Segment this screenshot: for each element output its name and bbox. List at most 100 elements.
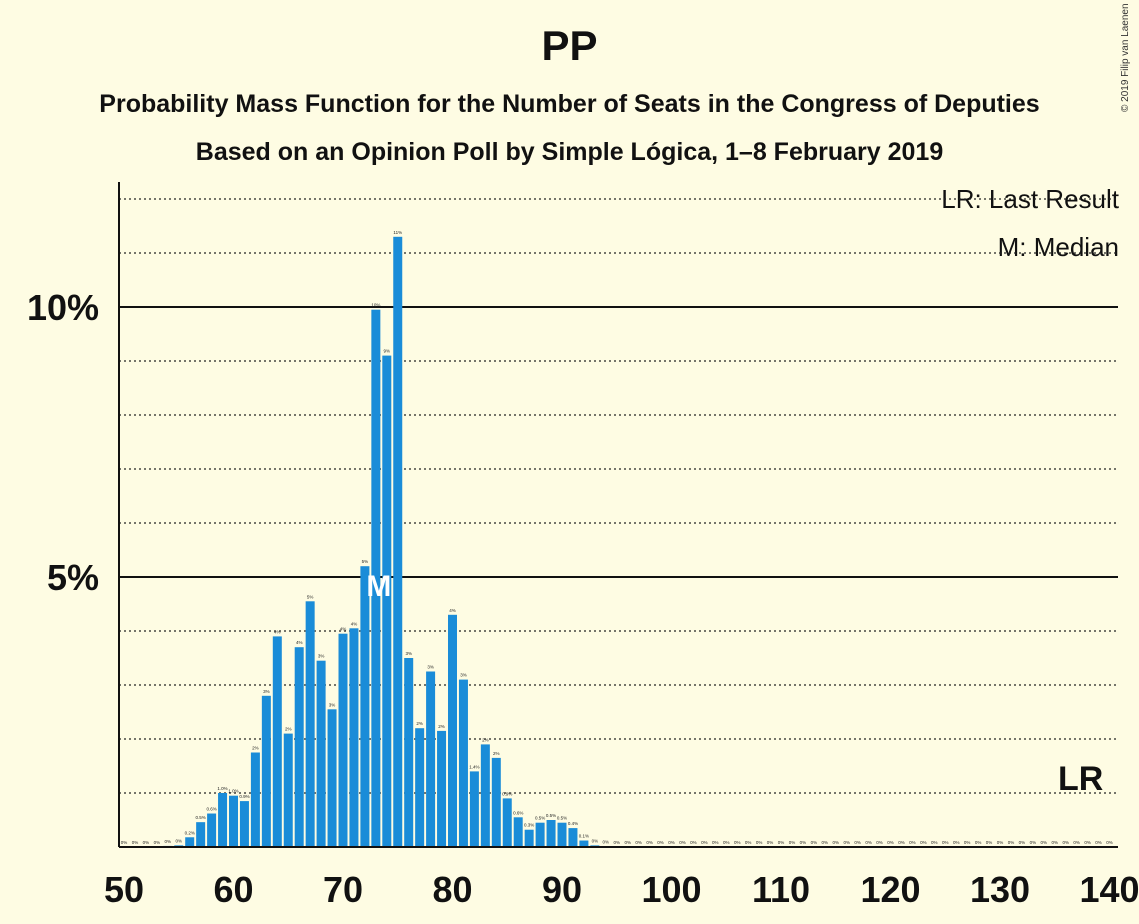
data-label-seat-120: 0% bbox=[887, 840, 894, 845]
data-label-seat-111: 0% bbox=[789, 840, 796, 845]
data-label-seat-95: 0% bbox=[613, 840, 620, 845]
data-label-seat-124: 0% bbox=[931, 840, 938, 845]
bar-seat-92 bbox=[579, 840, 589, 847]
data-label-seat-129: 0% bbox=[986, 840, 993, 845]
data-label-seat-123: 0% bbox=[920, 840, 927, 845]
data-label-seat-105: 0% bbox=[723, 840, 730, 845]
data-label-seat-93: 0% bbox=[592, 838, 599, 843]
data-label-seat-79: 2% bbox=[438, 724, 445, 729]
data-label-seat-122: 0% bbox=[909, 840, 916, 845]
data-label-seat-133: 0% bbox=[1030, 840, 1037, 845]
bar-seat-67 bbox=[305, 601, 315, 847]
data-label-seat-64: 4% bbox=[274, 629, 281, 634]
data-label-seat-77: 2% bbox=[416, 721, 423, 726]
bar-seat-79 bbox=[437, 730, 447, 847]
x-tick-label: 100 bbox=[641, 869, 701, 910]
data-label-seat-55: 0% bbox=[175, 838, 182, 843]
data-label-seat-109: 0% bbox=[767, 840, 774, 845]
data-label-seat-125: 0% bbox=[942, 840, 949, 845]
x-tick-label: 110 bbox=[752, 869, 810, 910]
data-label-seat-69: 3% bbox=[329, 702, 336, 707]
bar-seat-86 bbox=[513, 817, 523, 847]
data-label-seat-135: 0% bbox=[1051, 840, 1058, 845]
data-label-seat-65: 2% bbox=[285, 727, 292, 732]
data-label-seat-72: 5% bbox=[362, 559, 369, 564]
data-label-seat-63: 3% bbox=[263, 689, 270, 694]
data-label-seat-86: 0.6% bbox=[513, 810, 523, 815]
data-label-seat-58: 0.6% bbox=[206, 807, 216, 812]
bar-seat-66 bbox=[294, 647, 304, 847]
data-label-seat-119: 0% bbox=[876, 840, 883, 845]
data-label-seat-74: 9% bbox=[384, 349, 391, 354]
legend-median: M: Median bbox=[997, 232, 1119, 262]
bar-seat-72 bbox=[360, 566, 370, 847]
data-label-seat-100: 0% bbox=[668, 840, 675, 845]
data-label-seat-98: 0% bbox=[646, 840, 653, 845]
data-label-seat-78: 3% bbox=[427, 665, 434, 670]
data-label-seat-131: 0% bbox=[1008, 840, 1015, 845]
data-label-seat-137: 0% bbox=[1073, 840, 1080, 845]
bar-seat-61 bbox=[239, 801, 249, 847]
bar-seat-65 bbox=[283, 733, 293, 847]
data-label-seat-136: 0% bbox=[1062, 840, 1069, 845]
chart-subtitle-line1: Probability Mass Function for the Number… bbox=[99, 90, 1040, 118]
bar-seat-70 bbox=[338, 633, 348, 847]
bar-seat-68 bbox=[316, 660, 326, 847]
data-label-seat-112: 0% bbox=[800, 840, 807, 845]
bar-seat-82 bbox=[469, 771, 479, 847]
data-label-seat-110: 0% bbox=[778, 840, 785, 845]
data-label-seat-140: 0% bbox=[1106, 840, 1113, 845]
chart-title: PP bbox=[541, 22, 598, 69]
data-label-seat-118: 0% bbox=[865, 840, 872, 845]
data-label-seat-134: 0% bbox=[1041, 840, 1048, 845]
data-label-seat-91: 0.4% bbox=[568, 821, 578, 826]
bar-seat-76 bbox=[404, 658, 414, 847]
data-label-seat-87: 0.3% bbox=[524, 823, 534, 828]
data-label-seat-116: 0% bbox=[843, 840, 850, 845]
bar-seat-90 bbox=[557, 822, 567, 847]
bar-seat-89 bbox=[546, 820, 556, 847]
data-label-seat-84: 2% bbox=[493, 751, 500, 756]
bar-seat-58 bbox=[207, 813, 217, 847]
median-marker: M bbox=[366, 570, 391, 603]
x-tick-label: 50 bbox=[104, 869, 144, 910]
data-label-seat-127: 0% bbox=[964, 840, 971, 845]
data-label-seat-50: 0% bbox=[121, 840, 128, 845]
data-label-seat-96: 0% bbox=[624, 840, 631, 845]
bar-seat-56 bbox=[185, 837, 195, 847]
data-label-seat-132: 0% bbox=[1019, 840, 1026, 845]
bar-seat-73 bbox=[371, 309, 381, 847]
bar-seat-84 bbox=[491, 757, 501, 847]
data-label-seat-60: 1.0% bbox=[228, 789, 238, 794]
data-label-seat-73: 10% bbox=[371, 303, 380, 308]
data-label-seat-121: 0% bbox=[898, 840, 905, 845]
bar-seat-75 bbox=[393, 236, 403, 848]
data-label-seat-114: 0% bbox=[822, 840, 829, 845]
data-label-seat-99: 0% bbox=[657, 840, 664, 845]
x-tick-label: 120 bbox=[860, 869, 920, 910]
chart-subtitle-line2: Based on an Opinion Poll by Simple Lógic… bbox=[195, 138, 944, 166]
data-label-seat-81: 3% bbox=[460, 673, 467, 678]
data-label-seat-128: 0% bbox=[975, 840, 982, 845]
data-label-seat-117: 0% bbox=[854, 840, 861, 845]
data-label-seat-57: 0.5% bbox=[196, 815, 206, 820]
bar-seat-63 bbox=[261, 695, 271, 847]
bar-seat-78 bbox=[426, 671, 436, 847]
data-label-seat-68: 3% bbox=[318, 654, 325, 659]
data-label-seat-89: 0.5% bbox=[546, 813, 556, 818]
x-tick-label: 140 bbox=[1079, 869, 1139, 910]
data-label-seat-113: 0% bbox=[811, 840, 818, 845]
y-tick-label: 5% bbox=[47, 557, 99, 598]
data-label-seat-71: 4% bbox=[351, 621, 358, 626]
x-tick-label: 80 bbox=[432, 869, 472, 910]
data-label-seat-82: 1.4% bbox=[469, 764, 479, 769]
data-label-seat-126: 0% bbox=[953, 840, 960, 845]
x-tick-label: 70 bbox=[323, 869, 363, 910]
bar-seat-60 bbox=[229, 795, 238, 847]
data-label-seat-56: 0.2% bbox=[185, 830, 195, 835]
data-label-seat-90: 0.5% bbox=[557, 816, 567, 821]
x-tick-label: 90 bbox=[542, 869, 582, 910]
bar-seat-57 bbox=[196, 822, 206, 847]
data-label-seat-104: 0% bbox=[712, 840, 719, 845]
bar-seat-91 bbox=[568, 828, 578, 847]
